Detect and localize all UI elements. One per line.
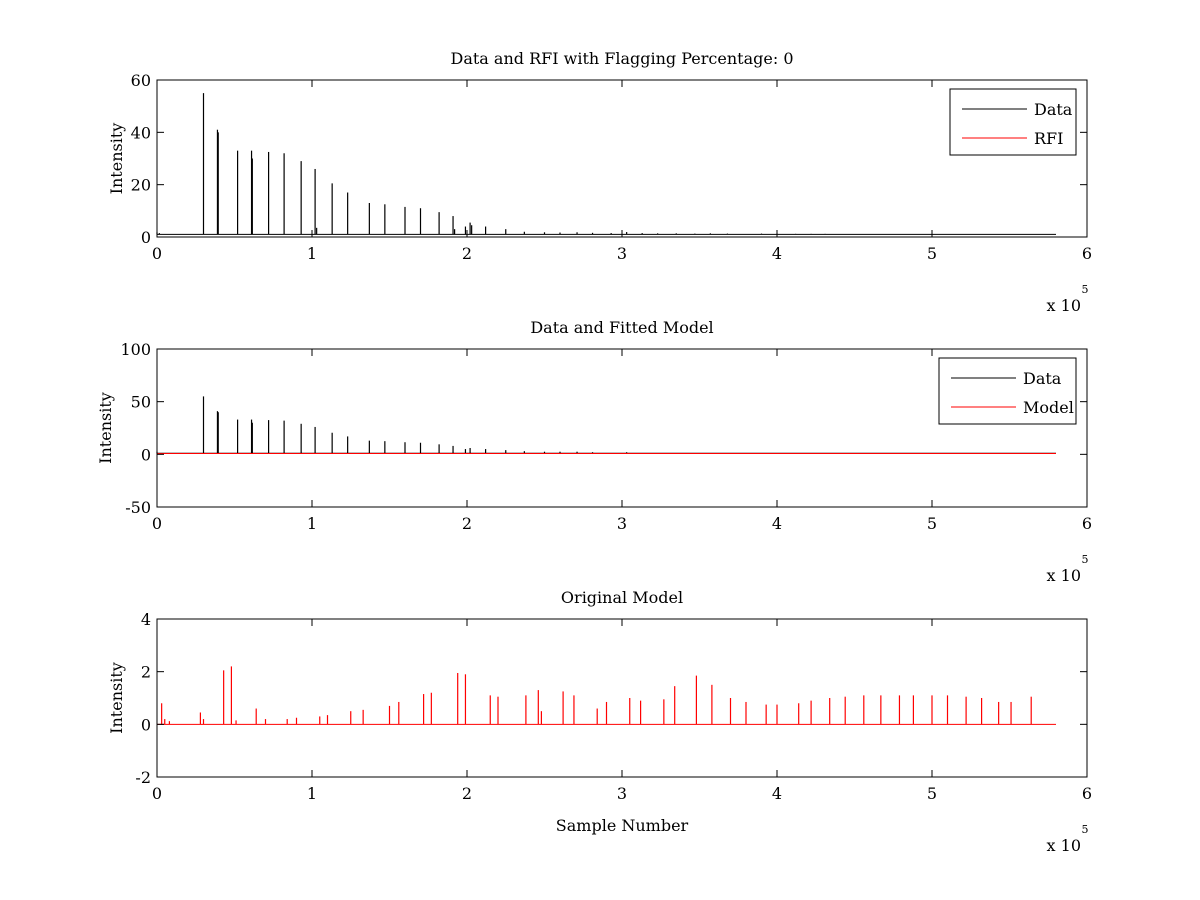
y-axis-label: Intensity (96, 392, 115, 464)
legend-label: RFI (1034, 129, 1063, 148)
series-data (156, 396, 1056, 454)
legend: Data RFI (949, 88, 1077, 156)
x-exponent-label: x 10 (1047, 296, 1081, 315)
y-tick-label: 60 (131, 71, 151, 90)
y-axis-label: Intensity (107, 123, 126, 195)
y-tick-label: 100 (120, 340, 151, 359)
y-tick-label: 50 (131, 393, 151, 412)
legend-label: Data (1023, 369, 1062, 388)
x-tick-label: 3 (617, 514, 627, 533)
y-tick-label: 0 (141, 715, 151, 734)
y-tick-label: 0 (141, 228, 151, 247)
x-tick-label: 5 (927, 784, 937, 803)
plot-title: Data and RFI with Flagging Percentage: 0 (450, 49, 793, 68)
x-tick-label: 6 (1082, 784, 1092, 803)
y-tick-label: 20 (131, 176, 151, 195)
x-tick-label: 6 (1082, 514, 1092, 533)
series-model (157, 666, 1056, 725)
y-tick-label: 4 (141, 610, 151, 629)
y-tick-label: -2 (135, 768, 151, 787)
axes-frame (156, 79, 1088, 238)
legend-box (949, 88, 1077, 156)
legend: Data Model (938, 357, 1077, 425)
x-exponent-label: x 10 (1047, 836, 1081, 855)
x-tick-label: 4 (772, 244, 782, 263)
x-tick-label: 6 (1082, 244, 1092, 263)
x-exponent-label: x 10 (1047, 566, 1081, 585)
plot-title: Data and Fitted Model (530, 318, 713, 337)
x-tick-label: 0 (152, 514, 162, 533)
y-tick-label: 0 (141, 445, 151, 464)
x-tick-label: 2 (462, 514, 472, 533)
x-exponent-power: 5 (1082, 823, 1089, 836)
y-axis-label: Intensity (107, 662, 126, 734)
x-tick-label: 4 (772, 784, 782, 803)
y-tick-label: -50 (125, 498, 151, 517)
legend-label: Data (1034, 100, 1073, 119)
x-tick-label: 1 (307, 514, 317, 533)
x-tick-label: 2 (462, 784, 472, 803)
x-tick-label: 5 (927, 244, 937, 263)
y-tick-label: 2 (141, 663, 151, 682)
x-tick-label: 2 (462, 244, 472, 263)
x-tick-label: 0 (152, 244, 162, 263)
x-tick-label: 5 (927, 514, 937, 533)
y-tick-label: 40 (131, 123, 151, 142)
x-tick-label: 4 (772, 514, 782, 533)
x-axis-label: Sample Number (556, 816, 689, 835)
legend-box (938, 357, 1077, 425)
legend-label: Model (1023, 398, 1074, 417)
series-data (156, 93, 1056, 235)
x-tick-label: 1 (307, 244, 317, 263)
x-exponent-power: 5 (1082, 283, 1089, 296)
x-tick-label: 1 (307, 784, 317, 803)
plot-title: Original Model (561, 588, 683, 607)
x-tick-label: 3 (617, 784, 627, 803)
x-tick-label: 0 (152, 784, 162, 803)
x-tick-label: 3 (617, 244, 627, 263)
x-exponent-power: 5 (1082, 553, 1089, 566)
